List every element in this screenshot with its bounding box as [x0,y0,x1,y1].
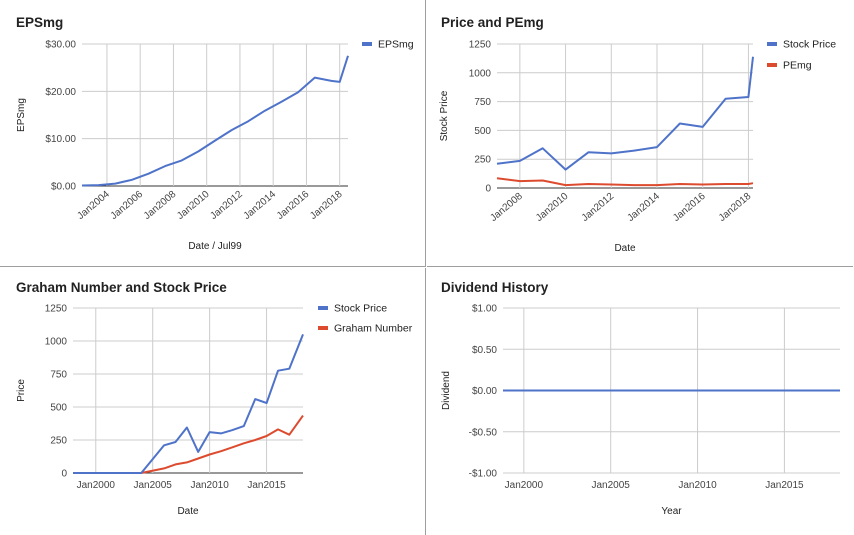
x-tick-label: Jan2010 [678,480,717,491]
x-tick-label: Jan2012 [580,191,617,224]
y-tick-label: $0.50 [472,345,497,356]
y-axis-title: EPSmg [16,98,27,132]
y-tick-label: $10.00 [45,134,76,145]
series-line-graham-number [73,415,304,474]
legend-swatch [767,42,777,46]
y-tick-label: 750 [474,97,491,108]
chart-title: Graham Number and Stock Price [16,280,227,295]
legend-label: Stock Price [334,303,387,315]
x-tick-label: Jan2000 [77,480,116,491]
x-tick-label: Jan2014 [242,189,279,222]
series-line-stock-price [73,334,304,474]
x-axis-title: Date / Jul99 [188,241,242,252]
x-tick-label: Jan2014 [625,191,662,224]
legend-swatch [767,63,777,67]
y-axis-title: Dividend [441,371,452,410]
series-line-stock-price [496,56,754,171]
y-tick-label: 750 [50,370,67,381]
y-tick-label: 1250 [469,40,492,51]
x-tick-label: Jan2015 [765,480,804,491]
x-tick-label: Jan2004 [75,189,112,222]
price-pe-chart-panel: Price and PEmg 0 250 500 750 1000 1250 Jan2008 J… [427,0,853,267]
y-tick-label: 250 [50,436,67,447]
legend-label: Stock Price [783,39,836,51]
legend-label: EPSmg [378,39,414,51]
y-tick-label: -$1.00 [469,469,498,480]
eps-chart: EPSmg$0.00$10.00$20.00$30.00Jan2004Jan20… [16,15,414,252]
x-tick-label: Jan2016 [275,189,312,222]
x-axis-title: Year [661,506,682,517]
x-tick-label: Jan2015 [247,480,286,491]
series-line-pemg [496,177,754,187]
legend-label: Graham Number [334,323,413,335]
x-tick-label: Jan2000 [505,480,544,491]
x-tick-label: Jan2018 [308,189,345,222]
y-tick-label: 0 [485,184,491,195]
x-axis-title: Date [177,506,199,517]
y-tick-label: 500 [50,403,67,414]
x-tick-label: Jan2006 [109,189,146,222]
x-tick-label: Jan2016 [671,191,708,224]
legend-label: PEmg [783,60,812,72]
x-axis-title: Date [614,243,636,254]
y-tick-label: 500 [474,126,491,137]
x-tick-label: Jan2005 [592,480,631,491]
dividend-chart: Dividend History -$1.00 -$0.50 $0.00 $0.50 $1… [441,280,840,517]
legend-swatch [362,42,372,46]
graham-chart-panel: Graham Number and Stock Price 0 250 500 750 1… [0,268,426,535]
y-tick-label: 250 [474,155,491,166]
legend-swatch [318,326,328,330]
y-tick-label: $0.00 [472,386,497,397]
y-tick-label: $30.00 [45,40,76,51]
y-tick-label: $1.00 [472,304,497,315]
graham-chart: Graham Number and Stock Price 0 250 500 750 1… [16,280,413,517]
y-tick-label: $0.00 [51,182,76,193]
x-tick-label: Jan2008 [488,191,525,224]
y-tick-label: 1000 [45,337,68,348]
x-tick-label: Jan2008 [142,189,179,222]
y-tick-label: 1000 [469,68,492,79]
y-tick-label: -$0.50 [469,427,498,438]
x-tick-label: Jan2010 [175,189,212,222]
x-tick-label: Jan2018 [717,191,754,224]
x-tick-label: Jan2010 [534,191,571,224]
chart-title: Price and PEmg [441,15,544,30]
y-tick-label: 1250 [45,304,68,315]
x-tick-label: Jan2012 [208,189,245,222]
price-pe-chart: Price and PEmg 0 250 500 750 1000 1250 Jan2008 J… [439,15,836,254]
y-tick-label: $20.00 [45,87,76,98]
chart-title: EPSmg [16,15,63,30]
legend-swatch [318,306,328,310]
y-tick-label: 0 [61,469,67,480]
x-tick-label: Jan2005 [134,480,173,491]
y-axis-title: Price [16,379,27,402]
dividend-chart-panel: Dividend History -$1.00 -$0.50 $0.00 $0.50 $1… [427,268,853,535]
y-axis-title: Stock Price [439,90,450,141]
chart-title: Dividend History [441,280,549,295]
x-tick-label: Jan2010 [190,480,229,491]
series-line-epsmg [81,55,349,187]
eps-chart-panel: EPSmg $0.00 $10.00 $20.00 $30.00 Jan2004 Jan20… [0,0,426,267]
